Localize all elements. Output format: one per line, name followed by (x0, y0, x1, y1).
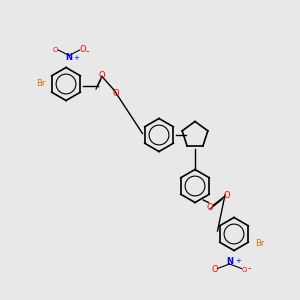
Text: O: O (207, 202, 213, 211)
Text: +: + (236, 258, 242, 264)
Text: -: - (248, 263, 251, 273)
Text: O: O (79, 45, 86, 54)
Text: O: O (53, 46, 58, 52)
Text: O: O (242, 267, 247, 273)
Text: N: N (65, 52, 73, 62)
Text: O: O (112, 88, 119, 98)
Text: Br: Br (36, 80, 45, 88)
Text: -: - (86, 46, 89, 56)
Text: Br: Br (255, 238, 264, 247)
Text: N: N (226, 256, 233, 266)
Text: +: + (74, 55, 80, 61)
Text: O: O (223, 190, 230, 200)
Text: O: O (99, 70, 105, 80)
Text: O: O (211, 266, 218, 274)
